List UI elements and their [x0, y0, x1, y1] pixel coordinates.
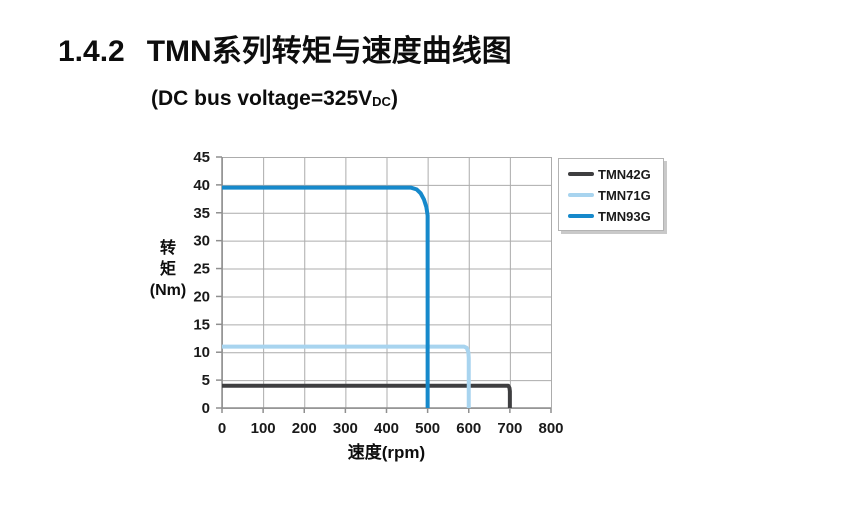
y-axis-title-line: (Nm)	[149, 282, 187, 299]
y-axis-title-line: 矩	[159, 261, 176, 278]
legend-line-swatch-tmn93g	[568, 214, 594, 218]
legend-label: TMN42G	[598, 166, 651, 182]
section-number: 1.4.2	[58, 35, 125, 68]
x-tick-label: 700	[497, 420, 522, 437]
curve-tmn42g	[222, 383, 512, 408]
subtitle-subscript: DC	[372, 94, 391, 109]
legend-item-tmn42g: TMN42G	[568, 166, 654, 182]
legend-item-tmn93g: TMN93G	[568, 208, 654, 224]
x-tick-label: 200	[292, 420, 317, 437]
y-tick-label: 10	[193, 344, 210, 361]
x-tick-label: 300	[333, 420, 358, 437]
y-tick-label: 40	[193, 177, 210, 194]
y-tick-label: 35	[193, 205, 210, 222]
chart-subtitle: (DC bus voltage=325VDC)	[151, 87, 398, 114]
subtitle-text: (DC bus voltage=325V	[151, 87, 373, 110]
legend-item-tmn71g: TMN71G	[568, 187, 654, 203]
x-tick-label: 400	[374, 420, 399, 437]
legend-line-swatch-tmn71g	[568, 193, 594, 197]
x-tick-label: 500	[415, 420, 440, 437]
curve-tmn71g	[222, 344, 471, 408]
plot-grid	[222, 157, 552, 409]
y-tick-label: 20	[193, 288, 210, 305]
legend-label: TMN93G	[598, 208, 651, 224]
y-axis-title: 转 矩 (Nm)	[140, 238, 196, 301]
x-tick-label: 600	[456, 420, 481, 437]
subtitle-close: )	[390, 87, 398, 110]
section-heading: 1.4.2 TMN系列转矩与速度曲线图	[58, 37, 512, 67]
y-tick-label: 0	[202, 400, 210, 417]
y-tick-label: 45	[193, 149, 210, 166]
curve-tmn93g	[222, 185, 430, 408]
y-tick-label: 15	[193, 316, 210, 333]
legend-line-swatch-tmn42g	[568, 172, 594, 176]
legend-label: TMN71G	[598, 187, 651, 203]
legend: TMN42G TMN71G TMN93G	[558, 158, 664, 231]
x-tick-label: 100	[251, 420, 276, 437]
tick-labels: 0 100 200 300 400 500 600 700 800 0 5 10 15 20 25 30 35 4…	[193, 149, 563, 437]
y-tick-label: 25	[193, 261, 210, 278]
y-tick-label: 30	[193, 233, 210, 250]
plot-axes	[216, 156, 552, 413]
x-tick-label: 0	[218, 420, 226, 437]
section-title: TMN系列转矩与速度曲线图	[146, 35, 512, 68]
y-axis-title-line: 转	[159, 240, 176, 257]
y-tick-label: 5	[202, 372, 210, 389]
x-tick-label: 800	[538, 420, 563, 437]
x-axis-title: 速度(rpm)	[347, 443, 426, 462]
